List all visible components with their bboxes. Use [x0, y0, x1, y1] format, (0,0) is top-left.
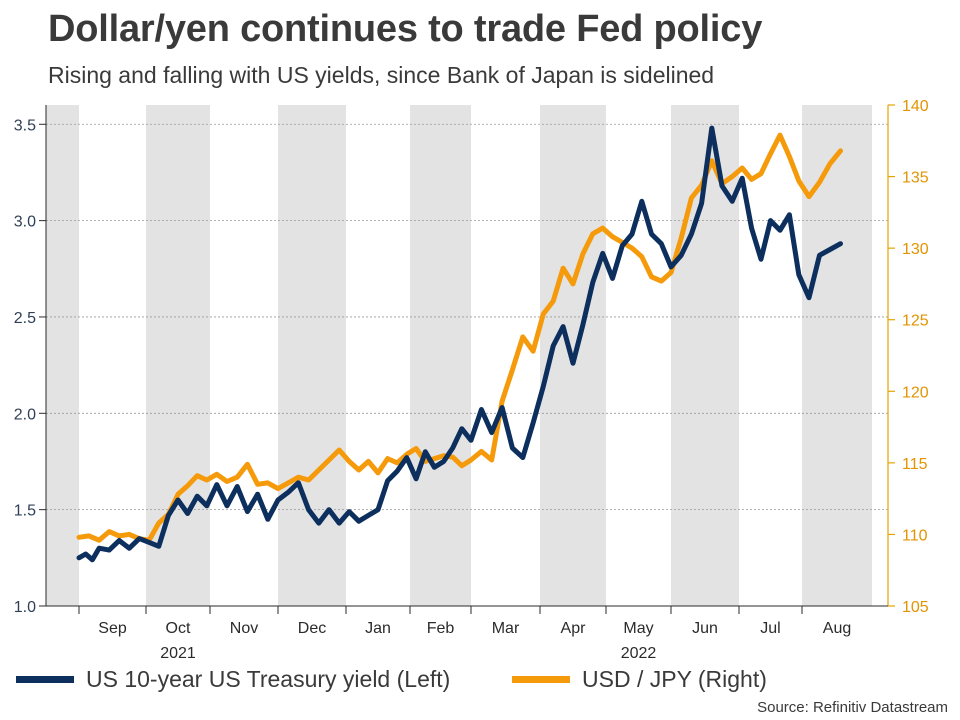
- shaded-band-aug-0: [46, 105, 79, 606]
- shaded-month-bands: [46, 105, 872, 606]
- left-tick-label: 2.0: [14, 406, 36, 423]
- series-line-usd-jpy: [76, 132, 843, 543]
- left-tick-label: 3.5: [14, 117, 36, 134]
- source-note: Source: Refinitiv Datastream: [757, 699, 948, 716]
- left-tick-label: 3.0: [14, 214, 36, 231]
- left-tick-label: 1.0: [14, 599, 36, 616]
- month-label-aug: Aug: [823, 620, 851, 637]
- left-tick-label: 1.5: [14, 503, 36, 520]
- right-tick-label: 105: [902, 599, 929, 616]
- right-tick-label: 120: [902, 384, 929, 401]
- series-lines: [76, 125, 843, 563]
- chart-subtitle: Rising and falling with US yields, since…: [48, 62, 715, 88]
- month-label-feb: Feb: [427, 620, 455, 637]
- right-tick-label: 115: [902, 456, 928, 473]
- month-label-apr: Apr: [561, 620, 587, 637]
- right-tick-label: 130: [902, 241, 929, 258]
- legend-swatch-usdjpy: [512, 675, 570, 683]
- legend-label-usdjpy: USD / JPY (Right): [582, 665, 767, 692]
- legend-item-yield: US 10-year US Treasury yield (Left): [16, 664, 450, 694]
- month-label-dec: Dec: [298, 620, 326, 637]
- series-line-us-10y-yield: [76, 125, 843, 563]
- right-tick-label: 135: [902, 170, 929, 187]
- month-label-sep: Sep: [98, 620, 127, 637]
- month-label-jan: Jan: [365, 620, 391, 637]
- shaded-band-feb-3: [410, 105, 471, 606]
- month-label-jun: Jun: [692, 620, 718, 637]
- month-label-nov: Nov: [230, 620, 258, 637]
- chart-title: Dollar/yen continues to trade Fed policy: [48, 8, 763, 50]
- legend-label-yield: US 10-year US Treasury yield (Left): [86, 665, 451, 692]
- axes: [39, 104, 895, 614]
- month-label-jul: Jul: [760, 620, 780, 637]
- tick-labels: 1.0 1.5 2.0 2.5 3.0 3.5 105 110 115 120 125 130 135 1…: [14, 98, 929, 662]
- shaded-band-dec-2: [278, 105, 346, 606]
- left-tick-label: 2.5: [14, 310, 36, 327]
- right-tick-label: 125: [902, 313, 929, 330]
- month-label-may: May: [623, 620, 653, 637]
- year-label-2021: 2021: [160, 645, 196, 662]
- shaded-band-aug-6: [802, 105, 872, 606]
- right-tick-label: 110: [902, 527, 928, 544]
- legend-item-usdjpy: USD / JPY (Right): [512, 664, 767, 694]
- right-tick-label: 140: [902, 98, 929, 115]
- month-label-oct: Oct: [166, 620, 191, 637]
- year-label-2022: 2022: [621, 645, 657, 662]
- month-label-mar: Mar: [492, 620, 520, 637]
- legend-swatch-yield: [16, 675, 74, 683]
